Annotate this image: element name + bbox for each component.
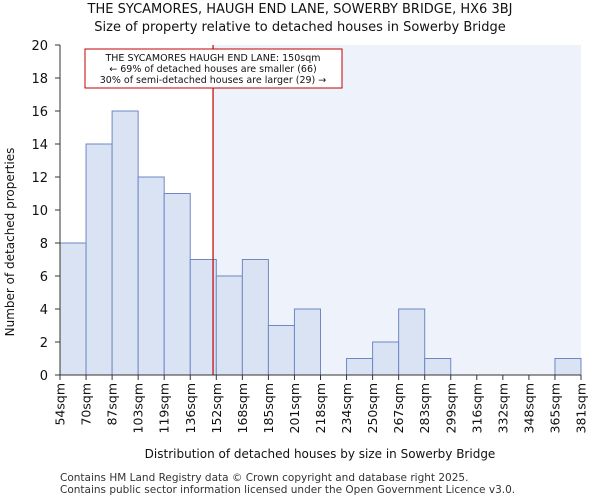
x-tick-label: 119sqm: [157, 383, 172, 433]
x-tick-label: 267sqm: [391, 383, 406, 433]
y-tick-label: 0: [40, 369, 48, 384]
y-tick-label: 18: [31, 72, 48, 87]
annotation-line-1: THE SYCAMORES HAUGH END LANE: 150sqm: [104, 53, 320, 64]
y-tick-label: 2: [40, 336, 48, 351]
x-tick-label: 283sqm: [417, 383, 432, 433]
x-tick-label: 234sqm: [339, 383, 354, 433]
bar-267sqm: [398, 308, 426, 376]
y-tick-label: 10: [31, 204, 48, 219]
x-tick-label: 103sqm: [131, 383, 146, 433]
x-tick-label: 332sqm: [495, 383, 510, 433]
bar-365sqm: [554, 358, 582, 376]
bar-250sqm: [372, 341, 400, 376]
x-tick-label: 185sqm: [261, 383, 276, 433]
bar-119sqm: [163, 193, 191, 376]
annotation-line-3: 30% of semi-detached houses are larger (…: [100, 75, 327, 86]
x-tick-label: 136sqm: [183, 383, 198, 433]
chart-subtitle: Size of property relative to detached ho…: [94, 20, 506, 35]
x-tick-label: 218sqm: [313, 383, 328, 433]
chart-title: THE SYCAMORES, HAUGH END LANE, SOWERBY B…: [87, 2, 513, 17]
y-tick-label: 16: [31, 105, 48, 120]
x-tick-label: 250sqm: [365, 383, 380, 433]
x-tick-label: 168sqm: [235, 383, 250, 433]
bar-103sqm: [137, 176, 165, 376]
y-tick-label: 20: [31, 39, 48, 54]
bar-152sqm: [215, 275, 243, 376]
bar-168sqm: [241, 259, 269, 376]
x-tick-label: 152sqm: [209, 383, 224, 433]
x-tick-label: 70sqm: [79, 383, 94, 426]
footer-copyright: Contains HM Land Registry data © Crown c…: [60, 472, 469, 484]
bar-70sqm: [85, 143, 113, 376]
x-tick-label: 54sqm: [53, 383, 68, 426]
bar-185sqm: [267, 325, 295, 376]
x-tick-label: 87sqm: [105, 383, 120, 426]
bar-54sqm: [59, 242, 87, 376]
highlight-region: [213, 45, 581, 375]
bar-283sqm: [424, 358, 452, 376]
x-tick-label: 299sqm: [443, 383, 458, 433]
bar-234sqm: [346, 358, 374, 376]
annotation-line-2: ← 69% of detached houses are smaller (66…: [109, 64, 316, 75]
y-axis-label: Number of detached properties: [3, 148, 17, 337]
footer-licence: Contains public sector information licen…: [60, 484, 516, 496]
x-axis-label: Distribution of detached houses by size …: [145, 447, 496, 461]
bar-87sqm: [111, 110, 139, 376]
x-tick-label: 201sqm: [287, 383, 302, 433]
x-tick-label: 348sqm: [521, 383, 536, 433]
y-tick-label: 14: [31, 138, 48, 153]
x-tick-label: 381sqm: [574, 383, 589, 433]
y-tick-label: 8: [40, 237, 48, 252]
y-tick-label: 4: [40, 303, 48, 318]
x-tick-label: 316sqm: [469, 383, 484, 433]
bar-201sqm: [293, 308, 322, 376]
y-tick-label: 12: [31, 171, 48, 186]
x-tick-label: 365sqm: [547, 383, 562, 433]
y-tick-label: 6: [40, 270, 48, 285]
bar-136sqm: [189, 259, 217, 376]
annotation-box: THE SYCAMORES HAUGH END LANE: 150sqm ← 6…: [84, 48, 343, 89]
